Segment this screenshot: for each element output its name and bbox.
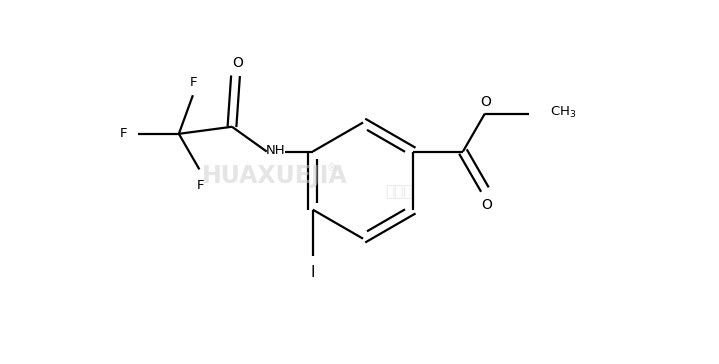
Text: F: F [120, 127, 127, 140]
Text: O: O [480, 95, 491, 108]
Text: F: F [190, 76, 197, 89]
Text: CH$_3$: CH$_3$ [550, 105, 577, 120]
Text: 化学加: 化学加 [385, 184, 412, 199]
Text: ®: ® [326, 163, 336, 174]
Text: F: F [196, 179, 204, 191]
Text: NH: NH [266, 145, 285, 157]
Text: O: O [232, 56, 243, 70]
Text: O: O [481, 198, 492, 211]
Text: HUAXUEJIA: HUAXUEJIA [201, 164, 347, 187]
Text: I: I [311, 265, 315, 280]
